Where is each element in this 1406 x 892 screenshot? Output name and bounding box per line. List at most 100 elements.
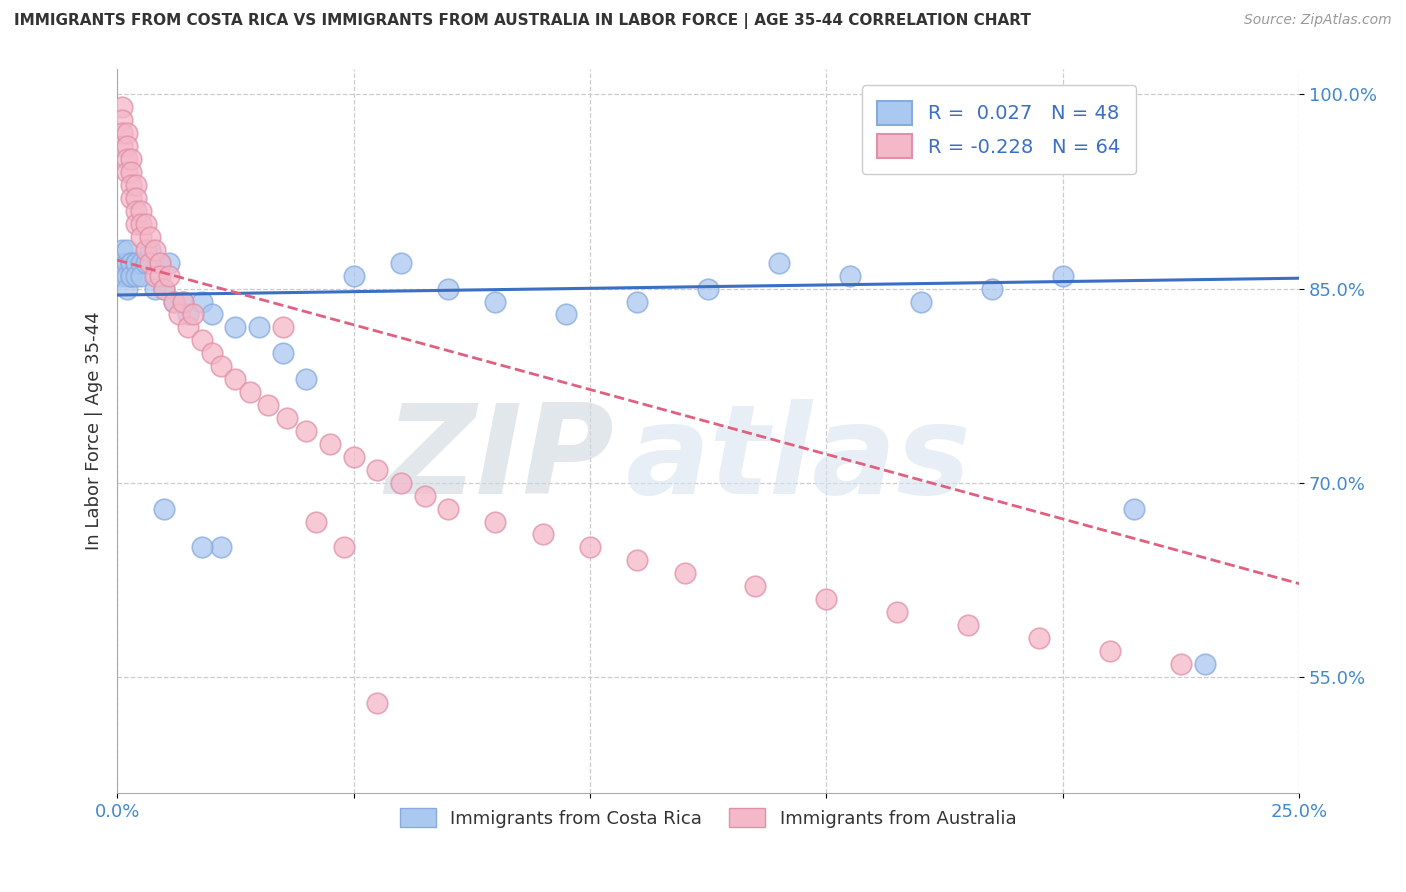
Point <box>120 255 142 269</box>
Point <box>224 372 246 386</box>
Point <box>111 268 134 283</box>
Legend: Immigrants from Costa Rica, Immigrants from Australia: Immigrants from Costa Rica, Immigrants f… <box>392 801 1024 835</box>
Point <box>115 281 138 295</box>
Point <box>129 229 152 244</box>
Point <box>167 308 190 322</box>
Point <box>125 217 148 231</box>
Point <box>115 165 138 179</box>
Point <box>111 113 134 128</box>
Point <box>129 255 152 269</box>
Point <box>163 294 186 309</box>
Point <box>153 501 176 516</box>
Point <box>111 243 134 257</box>
Text: IMMIGRANTS FROM COSTA RICA VS IMMIGRANTS FROM AUSTRALIA IN LABOR FORCE | AGE 35-: IMMIGRANTS FROM COSTA RICA VS IMMIGRANTS… <box>14 13 1031 29</box>
Point <box>1194 657 1216 671</box>
Point <box>120 268 142 283</box>
Point <box>555 308 578 322</box>
Point <box>125 255 148 269</box>
Point <box>111 255 134 269</box>
Point <box>129 217 152 231</box>
Point <box>257 398 280 412</box>
Point <box>484 515 506 529</box>
Point <box>125 203 148 218</box>
Point <box>153 281 176 295</box>
Point <box>120 152 142 166</box>
Point <box>366 463 388 477</box>
Point <box>839 268 862 283</box>
Point <box>224 320 246 334</box>
Point <box>181 308 204 322</box>
Point <box>1170 657 1192 671</box>
Point <box>437 501 460 516</box>
Point <box>239 385 262 400</box>
Point <box>342 268 364 283</box>
Y-axis label: In Labor Force | Age 35-44: In Labor Force | Age 35-44 <box>86 311 103 550</box>
Point <box>149 255 172 269</box>
Point <box>149 268 172 283</box>
Point <box>1099 644 1122 658</box>
Point <box>191 541 214 555</box>
Point <box>1028 631 1050 645</box>
Point <box>120 255 142 269</box>
Point <box>484 294 506 309</box>
Point <box>673 566 696 581</box>
Point <box>120 268 142 283</box>
Point <box>157 255 180 269</box>
Point <box>980 281 1002 295</box>
Point <box>626 294 648 309</box>
Point <box>139 229 162 244</box>
Point <box>120 165 142 179</box>
Point <box>139 255 162 269</box>
Point <box>768 255 790 269</box>
Point <box>135 243 157 257</box>
Point <box>295 424 318 438</box>
Text: ZIP: ZIP <box>385 400 613 520</box>
Point <box>111 100 134 114</box>
Point <box>910 294 932 309</box>
Point <box>115 255 138 269</box>
Point <box>177 320 200 334</box>
Point <box>125 268 148 283</box>
Point <box>191 334 214 348</box>
Point <box>149 255 172 269</box>
Point <box>115 152 138 166</box>
Point <box>333 541 356 555</box>
Point <box>366 696 388 710</box>
Point <box>163 294 186 309</box>
Point <box>143 243 166 257</box>
Point <box>1122 501 1144 516</box>
Point <box>111 139 134 153</box>
Point <box>389 475 412 490</box>
Point <box>886 605 908 619</box>
Point <box>191 294 214 309</box>
Point <box>129 268 152 283</box>
Point <box>135 255 157 269</box>
Point <box>342 450 364 464</box>
Point <box>437 281 460 295</box>
Point <box>125 178 148 192</box>
Point <box>389 255 412 269</box>
Point <box>579 541 602 555</box>
Point <box>626 553 648 567</box>
Point <box>115 139 138 153</box>
Text: Source: ZipAtlas.com: Source: ZipAtlas.com <box>1244 13 1392 28</box>
Point <box>115 243 138 257</box>
Point <box>157 268 180 283</box>
Point <box>295 372 318 386</box>
Point <box>276 411 298 425</box>
Point <box>957 618 980 632</box>
Point <box>115 268 138 283</box>
Point <box>1052 268 1074 283</box>
Point <box>153 281 176 295</box>
Point <box>139 243 162 257</box>
Point <box>815 592 838 607</box>
Point <box>209 359 232 374</box>
Point <box>201 308 224 322</box>
Point <box>413 489 436 503</box>
Point <box>120 191 142 205</box>
Point <box>531 527 554 541</box>
Point <box>247 320 270 334</box>
Point <box>125 255 148 269</box>
Point <box>120 178 142 192</box>
Point <box>201 346 224 360</box>
